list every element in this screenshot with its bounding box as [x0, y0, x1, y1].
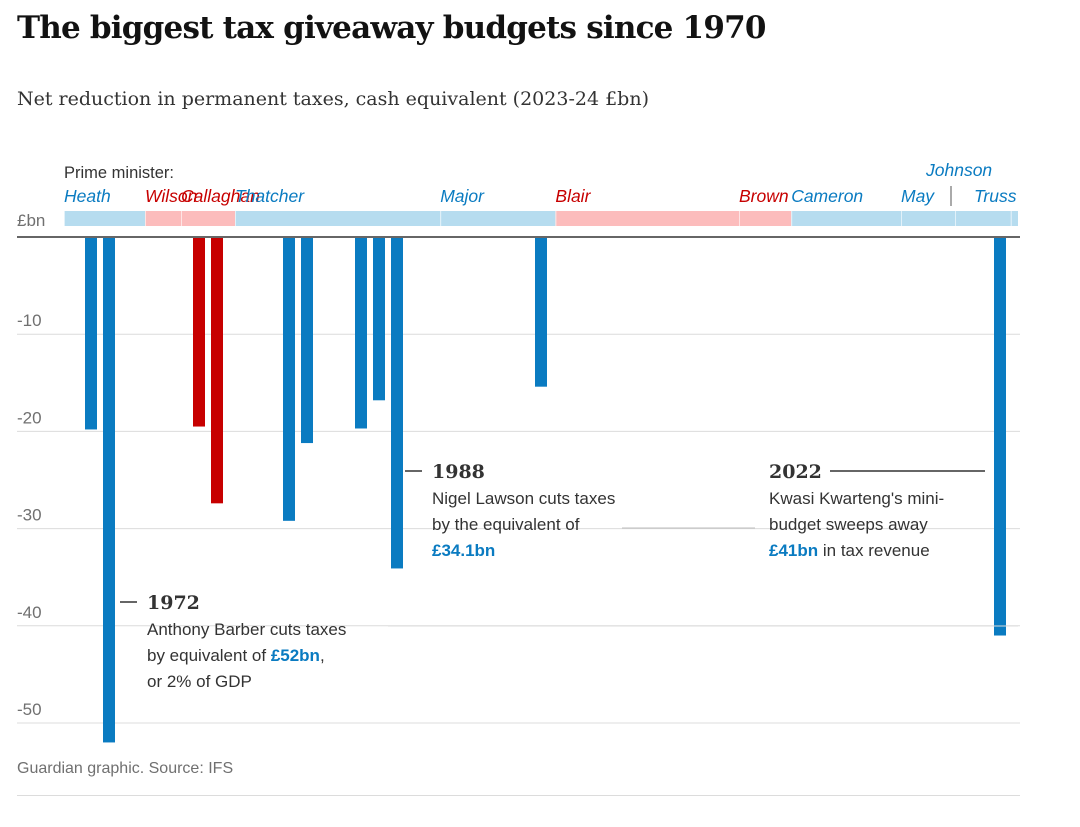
bar-1971.5 — [85, 238, 97, 430]
bars — [85, 238, 1006, 743]
source-note: Guardian graphic. Source: IFS — [17, 760, 234, 777]
pm-label-cameron: Cameron — [791, 186, 863, 206]
y-tick-label: -50 — [17, 700, 42, 719]
pm-band-cameron — [791, 211, 901, 226]
pm-band-divider — [791, 211, 793, 226]
bar-1972.5 — [103, 238, 115, 743]
y-tick-label: -30 — [17, 506, 42, 525]
bar-1987.5 — [373, 238, 385, 401]
annotation-1988-amount: £34.1bn — [432, 541, 495, 560]
pm-band-divider — [955, 211, 956, 226]
pm-label-may: May — [901, 186, 935, 206]
prime-minister-heading: Prime minister: — [64, 164, 174, 182]
pm-band-brown — [739, 211, 792, 226]
annotation-1988-line1: Nigel Lawson cuts taxes — [432, 489, 615, 508]
annotation-1972-year: 1972 — [147, 592, 200, 614]
pm-band-divider — [145, 211, 146, 226]
bar-1982.5 — [283, 238, 295, 521]
pm-band-divider — [555, 211, 557, 226]
pm-band-divider — [235, 211, 236, 226]
pm-label-major: Major — [440, 186, 485, 206]
chart-subtitle: Net reduction in permanent taxes, cash e… — [17, 88, 649, 110]
pm-band-truss — [1010, 211, 1018, 226]
pm-band-divider — [181, 211, 182, 226]
annotation-1972-line3: or 2% of GDP — [147, 672, 252, 691]
pm-band-may — [901, 211, 955, 226]
pm-label-truss: Truss — [974, 186, 1017, 206]
y-tick-label: -20 — [17, 408, 42, 427]
pm-band-divider — [901, 211, 902, 226]
pm-band-divider — [64, 211, 65, 226]
pm-label-heath: Heath — [64, 186, 111, 206]
bar-1978.5 — [211, 238, 223, 504]
chart-title: The biggest tax giveaway budgets since 1… — [17, 10, 766, 46]
annotation-1972-line1: Anthony Barber cuts taxes — [147, 620, 346, 639]
pm-band-divider — [739, 211, 740, 226]
pm-band-johnson — [955, 211, 1011, 226]
y-tick-label: -10 — [17, 311, 42, 330]
bar-1996.5 — [535, 238, 547, 387]
y-tick-label: -40 — [17, 603, 42, 622]
pm-label-thatcher: Thatcher — [235, 186, 305, 206]
pm-band-heath — [64, 211, 145, 226]
bar-1983.5 — [301, 238, 313, 444]
y-axis-unit-label: £bn — [17, 211, 45, 230]
bar-1977.5 — [193, 238, 205, 427]
bar-1986.5 — [355, 238, 367, 429]
footer-divider — [17, 795, 1020, 796]
pm-label-wilson: Wilson — [145, 186, 197, 206]
pm-band-divider — [1010, 211, 1012, 226]
annotation-1972-line2: by equivalent of £52bn, — [147, 646, 325, 665]
pm-band-thatcher — [235, 211, 441, 226]
annotation-2022-line3: £41bn in tax revenue — [769, 541, 930, 560]
prime-minister-bands — [64, 211, 1018, 226]
pm-label-blair: Blair — [555, 186, 591, 206]
pm-label-callaghan: Callaghan — [181, 186, 260, 206]
pm-band-wilson — [145, 211, 181, 226]
pm-band-divider — [440, 211, 442, 226]
prime-minister-labels: Prime minister: Heath WilsonCallaghanThatc… — [64, 160, 1017, 206]
annotation-2022-year: 2022 — [769, 461, 822, 483]
pm-band-callaghan — [181, 211, 235, 226]
pm-label-johnson: Johnson — [925, 160, 992, 180]
pm-band-blair — [555, 211, 739, 226]
annotations: 1972 Anthony Barber cuts taxes by equivale… — [120, 461, 1018, 691]
annotation-1988-line2: by the equivalent of — [432, 515, 580, 534]
pm-label-brown: Brown — [739, 186, 789, 206]
annotation-2022-line1: Kwasi Kwarteng's mini- — [769, 489, 944, 508]
pm-band-major — [440, 211, 556, 226]
annotation-2022-line2: budget sweeps away — [769, 515, 928, 534]
bar-1988.5 — [391, 238, 403, 569]
bar-2022 — [994, 238, 1006, 636]
annotation-1988-year: 1988 — [432, 461, 485, 483]
